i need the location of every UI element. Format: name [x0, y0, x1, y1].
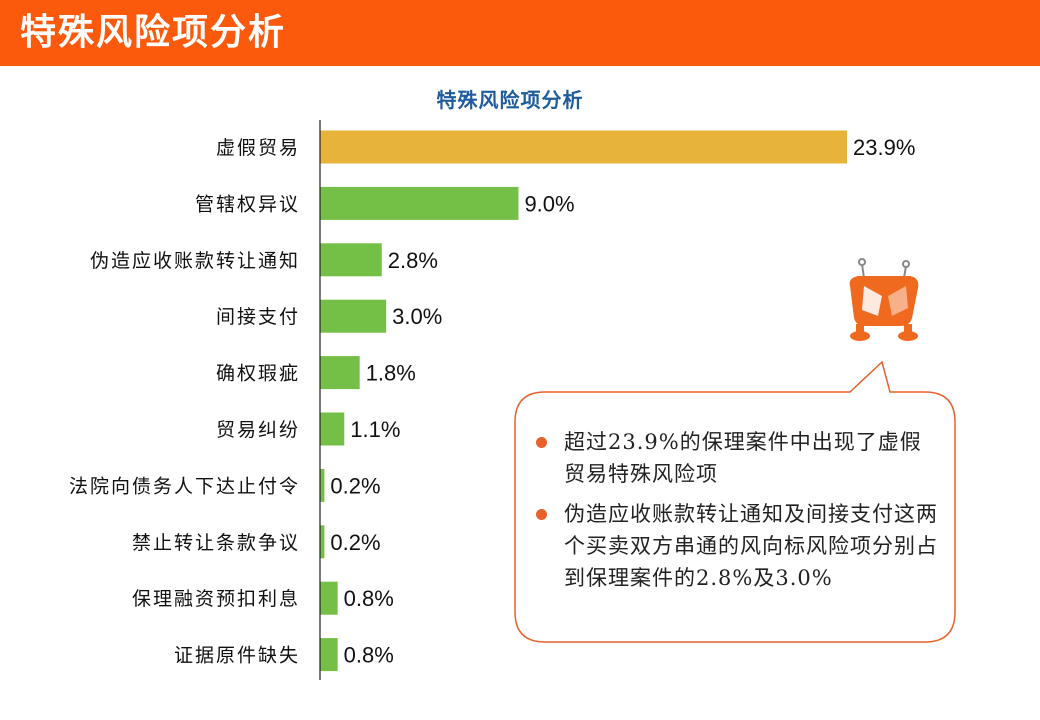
- value-label: 0.8%: [344, 643, 394, 668]
- bar: [320, 412, 345, 446]
- bar: [320, 186, 519, 220]
- bar: [320, 243, 382, 277]
- category-label: 管辖权异议: [195, 193, 300, 215]
- value-label: 0.2%: [330, 473, 380, 498]
- bar: [320, 299, 387, 333]
- bullet-dot-icon: [536, 509, 547, 520]
- value-label: 3.0%: [392, 304, 442, 329]
- bar: [320, 525, 325, 559]
- page-title: 特殊风险项分析: [20, 11, 287, 53]
- value-label: 0.8%: [344, 586, 394, 611]
- category-label: 禁止转让条款争议: [132, 532, 300, 554]
- bars-layer: 虚假贸易 23.9% 管辖权异议 9.0% 伪造应收账款转让通知 2.8% 间接支付 3.0%…: [69, 130, 915, 672]
- chart-title: 特殊风险项分析: [436, 88, 584, 112]
- category-label: 法院向债务人下达止付令: [69, 475, 300, 497]
- bar: [320, 638, 338, 672]
- category-label: 确权瑕疵: [216, 363, 300, 385]
- callout-bullet-text: 伪造应收账款转让通知及间接支付这两个买卖双方串通的风向标风险项分别占到保理案件的…: [564, 502, 938, 590]
- bullet-dot-icon: [536, 437, 547, 448]
- callout-bullet-text: 超过23.9%的保理案件中出现了虚假贸易特殊风险项: [564, 430, 922, 486]
- category-label: 保理融资预扣利息: [132, 588, 300, 610]
- callout-bullet-1: 超过23.9%的保理案件中出现了虚假贸易特殊风险项: [532, 426, 942, 490]
- bar: [320, 468, 325, 502]
- value-label: 2.8%: [388, 248, 438, 273]
- value-label: 0.2%: [330, 530, 380, 555]
- bar: [320, 356, 360, 390]
- callout-text: 超过23.9%的保理案件中出现了虚假贸易特殊风险项 伪造应收账款转让通知及间接支…: [532, 426, 942, 602]
- callout-bullet-2: 伪造应收账款转让通知及间接支付这两个买卖双方串通的风向标风险项分别占到保理案件的…: [532, 498, 942, 594]
- value-label: 23.9%: [853, 135, 915, 160]
- bar: [320, 581, 338, 615]
- robot-mascot-icon: [849, 258, 919, 341]
- category-label: 虚假贸易: [216, 137, 300, 159]
- category-label: 贸易纠纷: [216, 419, 300, 441]
- value-label: 9.0%: [524, 191, 574, 216]
- value-label: 1.8%: [366, 361, 416, 386]
- value-label: 1.1%: [350, 417, 400, 442]
- header-banner: 特殊风险项分析: [0, 0, 1040, 66]
- category-label: 间接支付: [216, 306, 300, 328]
- category-label: 证据原件缺失: [174, 645, 300, 667]
- category-label: 伪造应收账款转让通知: [90, 250, 300, 272]
- bar: [320, 130, 847, 164]
